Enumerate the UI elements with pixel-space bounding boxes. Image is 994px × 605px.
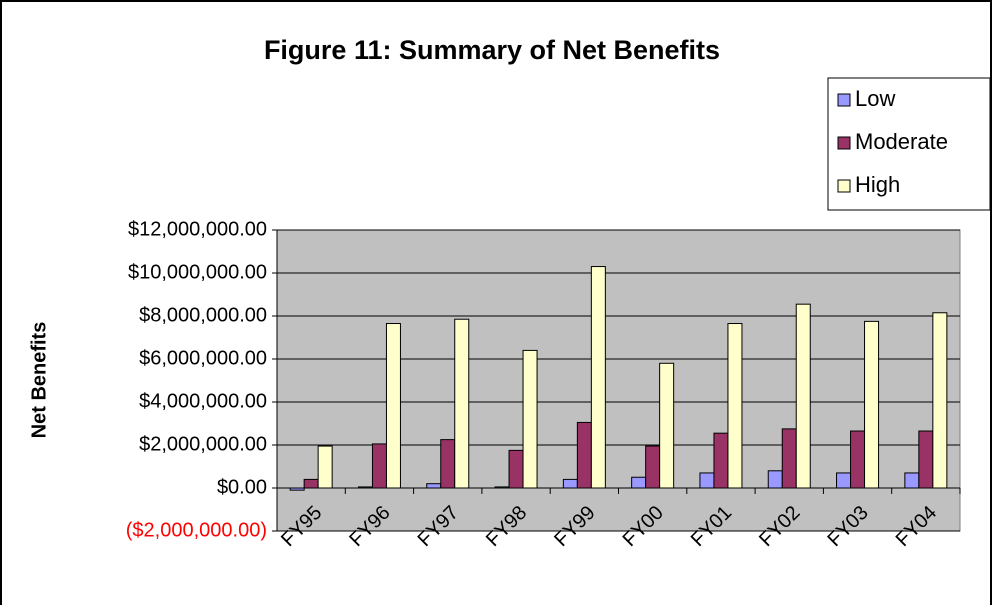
y-tick-label: $10,000,000.00	[128, 261, 267, 283]
legend-label: High	[855, 172, 900, 197]
bar	[440, 439, 456, 489]
bar	[904, 472, 920, 489]
bar	[932, 312, 948, 489]
y-tick-label: ($2,000,000.00)	[126, 519, 267, 541]
y-tick-label: $2,000,000.00	[139, 433, 267, 455]
legend-swatch	[837, 136, 851, 150]
bar	[562, 478, 578, 489]
bar	[713, 432, 729, 489]
y-axis-label: Net Benefits	[28, 322, 50, 439]
bar	[317, 445, 333, 489]
bar	[426, 483, 442, 489]
bar	[659, 362, 675, 489]
bar	[795, 303, 811, 489]
bar	[767, 470, 783, 489]
legend-swatch	[837, 93, 851, 107]
bar	[727, 323, 743, 489]
bar	[454, 318, 470, 489]
legend-label: Low	[855, 86, 895, 111]
bar	[522, 349, 538, 489]
y-tick-label: $0.00	[217, 476, 267, 498]
bar	[590, 266, 606, 489]
legend-swatch	[837, 179, 851, 193]
bar	[508, 449, 524, 489]
legend-box	[827, 77, 991, 211]
bar	[645, 445, 661, 489]
chart-title: Figure 11: Summary of Net Benefits	[264, 35, 720, 65]
bar	[699, 472, 715, 489]
bar	[631, 476, 647, 489]
legend-label: Moderate	[855, 129, 948, 154]
y-tick-label: $8,000,000.00	[139, 304, 267, 326]
bar	[781, 428, 797, 489]
y-tick-label: $4,000,000.00	[139, 390, 267, 412]
y-tick-label: $6,000,000.00	[139, 347, 267, 369]
bar	[850, 430, 866, 489]
bar	[303, 478, 319, 489]
bar	[918, 430, 934, 489]
bar	[576, 421, 592, 489]
y-tick-label: $12,000,000.00	[128, 218, 267, 240]
bar	[864, 320, 880, 489]
bar	[371, 443, 387, 489]
bar	[836, 472, 852, 489]
bar	[385, 323, 401, 489]
